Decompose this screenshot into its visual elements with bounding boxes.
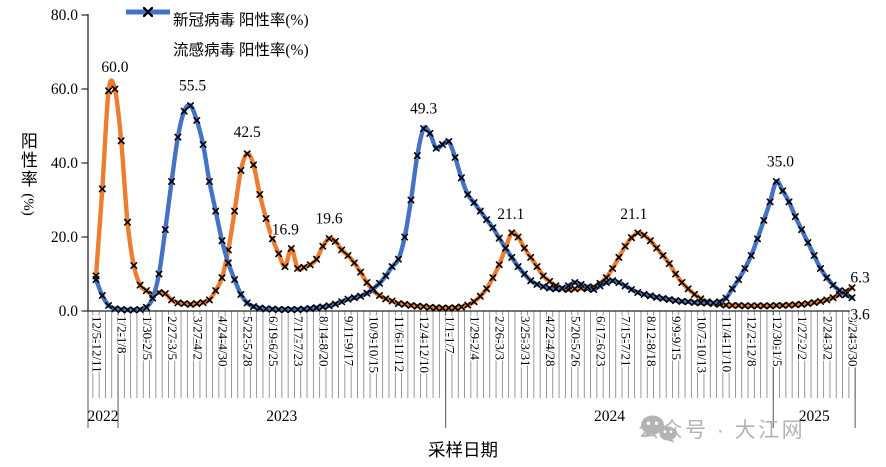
peak-annotation: 21.1: [497, 206, 524, 223]
watermark: 公众号 · 大江网: [638, 414, 805, 444]
year-label: 2022: [88, 408, 119, 425]
x-tick-label: 11/4-11/10: [720, 316, 735, 372]
y-tick-label: 40.0: [51, 155, 78, 172]
x-axis-title: 采样日期: [428, 440, 498, 460]
x-tick-label: 12/4-12/10: [417, 316, 432, 373]
x-tick-label: 7/15-7/21: [619, 316, 634, 367]
x-tick-label: 10/7-10/13: [694, 316, 709, 373]
peak-annotation: 49.3: [410, 101, 437, 118]
y-tick-label: 60.0: [51, 81, 78, 98]
year-label: 2024: [594, 408, 625, 425]
y-tick-label: 20.0: [51, 229, 78, 246]
peak-annotation: 42.5: [234, 124, 261, 141]
x-tick-label: 1/30-2/5: [140, 316, 155, 360]
x-tick-label: 2/24-3/2: [820, 316, 835, 360]
y-axis-title-unit: (%): [19, 193, 36, 216]
watermark-text: 公众号 · 大江网: [638, 419, 806, 442]
x-tick-label: 9/9-9/15: [669, 316, 684, 360]
peak-annotation: 35.0: [767, 154, 794, 171]
x-tick-label: 1/29-2/4: [468, 316, 483, 361]
peak-annotation: 19.6: [316, 211, 343, 228]
year-label: 2025: [799, 408, 830, 425]
flu-line-x-marker-icon: [126, 6, 170, 57]
covid-series-x-markers: [92, 85, 856, 312]
flu-series-x-markers: [92, 102, 856, 314]
x-tick-label: 6/19-6/25: [266, 316, 281, 367]
wechat-icon: [641, 415, 677, 443]
x-tick-label: 11/6-11/12: [392, 316, 407, 372]
x-tick-label: 4/22-4/28: [543, 316, 558, 367]
peak-annotation: 3.6: [850, 307, 870, 324]
peak-annotation: 21.1: [620, 206, 647, 223]
x-tick-label: 2/27-3/5: [165, 316, 180, 360]
peak-annotation: 55.5: [179, 78, 206, 95]
legend-item-flu: 流感病毒 阳性率(%): [126, 6, 309, 64]
x-tick-label: 2/26-3/3: [493, 316, 508, 360]
x-tick-label: 7/17-7/23: [291, 316, 306, 367]
y-axis-title: 阳性率 (%): [15, 132, 39, 216]
x-tick-label: 8/12-8/18: [644, 316, 659, 367]
covid-legend-label: 新冠病毒 阳性率(%): [173, 12, 309, 29]
x-tick-label: 9/11-9/17: [342, 316, 357, 367]
x-tick-label: 1/27-2/2: [795, 316, 810, 360]
x-tick-label: 10/9-10/15: [367, 316, 382, 373]
x-tick-label: 5/22-5/28: [241, 316, 256, 367]
x-tick-label: 1/2-1/8: [115, 316, 130, 354]
y-axis-title-text: 阳性率: [17, 132, 37, 189]
x-tick-label: 3/27-4/2: [190, 316, 205, 360]
peak-annotation: 6.3: [850, 270, 870, 287]
x-tick-label: 1/1-1/7: [442, 316, 457, 354]
x-tick-label: 4/24-4/30: [216, 316, 231, 367]
peak-annotation: 16.9: [272, 222, 299, 239]
flu-legend-label: 流感病毒 阳性率(%): [173, 42, 309, 59]
x-tick-label: 6/17-6/23: [594, 316, 609, 367]
legend: 新冠病毒 阳性率(%) 流感病毒 阳性率(%): [126, 4, 309, 64]
year-label: 2023: [266, 408, 297, 425]
y-tick-label: 80.0: [51, 7, 78, 24]
covid-series-line: [93, 78, 855, 311]
x-tick-label: 3/24-3/30: [846, 316, 861, 367]
x-tick-label: 5/20-5/26: [568, 316, 583, 367]
x-tick-label: 12/30-1/5: [770, 316, 785, 367]
x-tick-label: 8/14-8/20: [316, 316, 331, 367]
peak-annotation: 60.0: [101, 59, 128, 76]
x-tick-label: 3/25-3/31: [518, 316, 533, 367]
y-tick-label: 0.0: [59, 303, 79, 320]
x-tick-label: 12/5-12/11: [90, 316, 105, 373]
year-boundary-ticks: [87, 311, 856, 428]
x-tick-label: 12/2-12/8: [745, 316, 760, 367]
